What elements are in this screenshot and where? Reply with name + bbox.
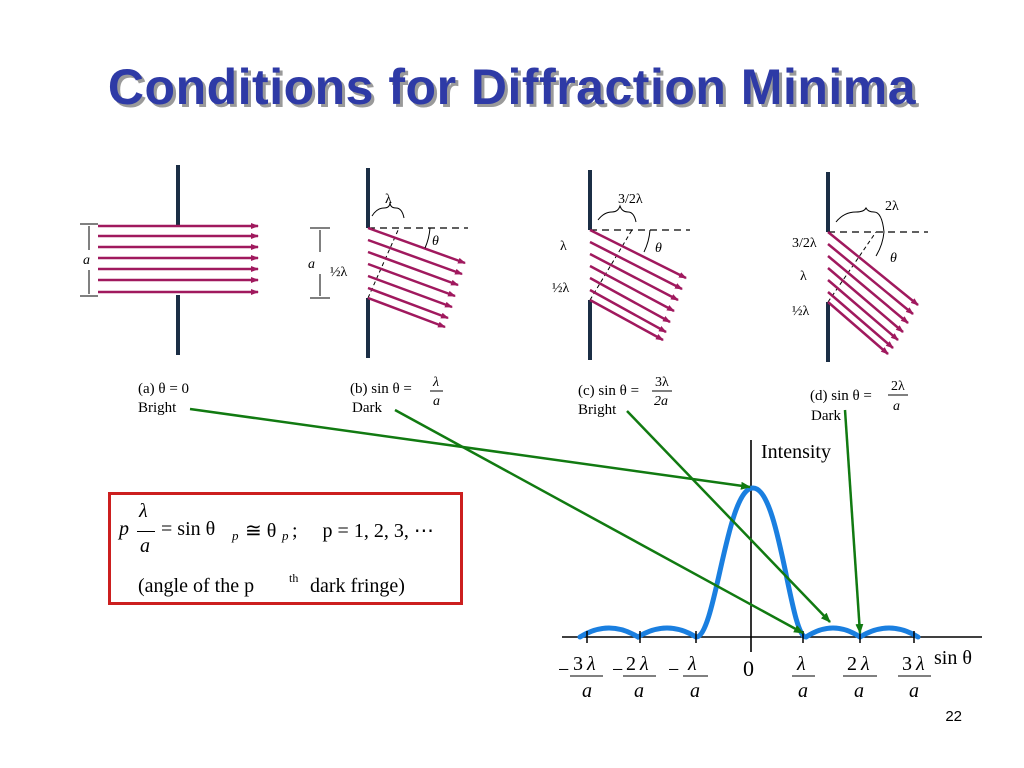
state-c: Bright: [578, 402, 617, 418]
intensity-plot: Intensity sin θ −3 λ a −2 λ a − λ a 0 λ a 2…: [558, 440, 982, 702]
formula-note-sup: th: [289, 571, 299, 585]
svg-text:λ: λ: [385, 192, 392, 207]
arrow-c-to-secondary-max: [626, 410, 831, 623]
svg-text:θ: θ: [655, 241, 662, 256]
svg-text:3λ: 3λ: [655, 375, 669, 390]
aperture-label-a: a: [83, 253, 90, 268]
svg-text:λ: λ: [432, 375, 439, 390]
svg-text:λ: λ: [560, 239, 567, 254]
formula-tail: ; p = 1, 2, 3, ⋯: [292, 520, 434, 542]
svg-text:−: −: [558, 659, 569, 681]
svg-text:2: 2: [847, 653, 857, 675]
panel-b: a λ ½λ θ (b) sin θ = λ a Dark: [308, 168, 468, 416]
fraction-bar: [137, 531, 155, 532]
svg-text:2λ: 2λ: [891, 379, 905, 394]
svg-text:a: a: [909, 680, 919, 702]
panel-c: 3/2λ λ ½λ θ (c) sin θ = 3λ 2a Bright: [552, 170, 690, 418]
rays-a: [98, 223, 259, 295]
svg-text:½λ: ½λ: [552, 281, 570, 296]
svg-text:3/2λ: 3/2λ: [618, 192, 643, 207]
arrow-a-to-peak: [189, 407, 751, 490]
panel-d: 2λ 3/2λ λ ½λ θ (d) sin θ = 2λ a Dark: [792, 172, 928, 424]
arrow-b-to-first-min: [394, 408, 804, 635]
svg-text:2a: 2a: [654, 394, 668, 409]
page-number: 22: [945, 708, 962, 725]
formula-rhs: = sin θ: [161, 518, 216, 540]
connector-arrows: [189, 407, 864, 635]
svg-text:−: −: [612, 659, 623, 681]
svg-text:λ: λ: [639, 653, 649, 675]
svg-text:a: a: [893, 399, 900, 414]
tick-marks: [586, 631, 915, 643]
svg-text:λ: λ: [687, 653, 697, 675]
svg-text:a: a: [854, 680, 864, 702]
formula-p: p: [119, 518, 129, 540]
svg-text:λ: λ: [860, 653, 870, 675]
formula-lambda: λ: [139, 500, 148, 522]
svg-text:θ: θ: [890, 251, 897, 266]
caption-b: (b) sin θ =: [350, 381, 412, 397]
svg-text:3: 3: [573, 653, 583, 675]
svg-text:λ: λ: [800, 269, 807, 284]
slide-title: Conditions for Diffraction Minima: [107, 59, 917, 115]
arrow-d-to-second-min: [843, 409, 864, 634]
svg-text:−: −: [668, 659, 679, 681]
caption-a: (a) θ = 0: [138, 381, 189, 397]
svg-text:θ: θ: [432, 234, 439, 249]
y-axis-label: Intensity: [761, 441, 831, 463]
svg-text:½λ: ½λ: [330, 265, 348, 280]
svg-text:λ: λ: [586, 653, 596, 675]
svg-text:2λ: 2λ: [885, 199, 899, 214]
svg-text:a: a: [798, 680, 808, 702]
svg-text:a: a: [433, 394, 440, 409]
x-axis-label: sin θ: [934, 647, 972, 669]
intensity-curve: [577, 485, 921, 640]
svg-text:a: a: [690, 680, 700, 702]
svg-text:2: 2: [626, 653, 636, 675]
formula-box: p λ a = sin θ p ≅ θ p ; p = 1, 2, 3, ⋯ (…: [108, 492, 463, 605]
svg-text:3/2λ: 3/2λ: [792, 236, 817, 251]
state-a: Bright: [138, 400, 177, 416]
caption-c: (c) sin θ =: [578, 383, 639, 399]
svg-text:λ: λ: [796, 653, 806, 675]
svg-text:a: a: [634, 680, 644, 702]
formula-approx: ≅ θ: [245, 520, 277, 542]
svg-text:½λ: ½λ: [792, 304, 810, 319]
panel-a: a (a) θ = 0 Bright: [80, 165, 259, 416]
svg-text:λ: λ: [915, 653, 925, 675]
svg-text:a: a: [582, 680, 592, 702]
caption-d: (d) sin θ =: [810, 388, 872, 404]
formula-note-prefix: (angle of the p: [138, 575, 255, 597]
formula-a: a: [140, 535, 150, 557]
formula-note-suffix: dark fringe): [305, 575, 405, 597]
svg-text:3: 3: [902, 653, 912, 675]
svg-text:a: a: [308, 257, 315, 272]
svg-text:0: 0: [743, 656, 754, 681]
state-d: Dark: [811, 408, 841, 424]
state-b: Dark: [352, 400, 382, 416]
